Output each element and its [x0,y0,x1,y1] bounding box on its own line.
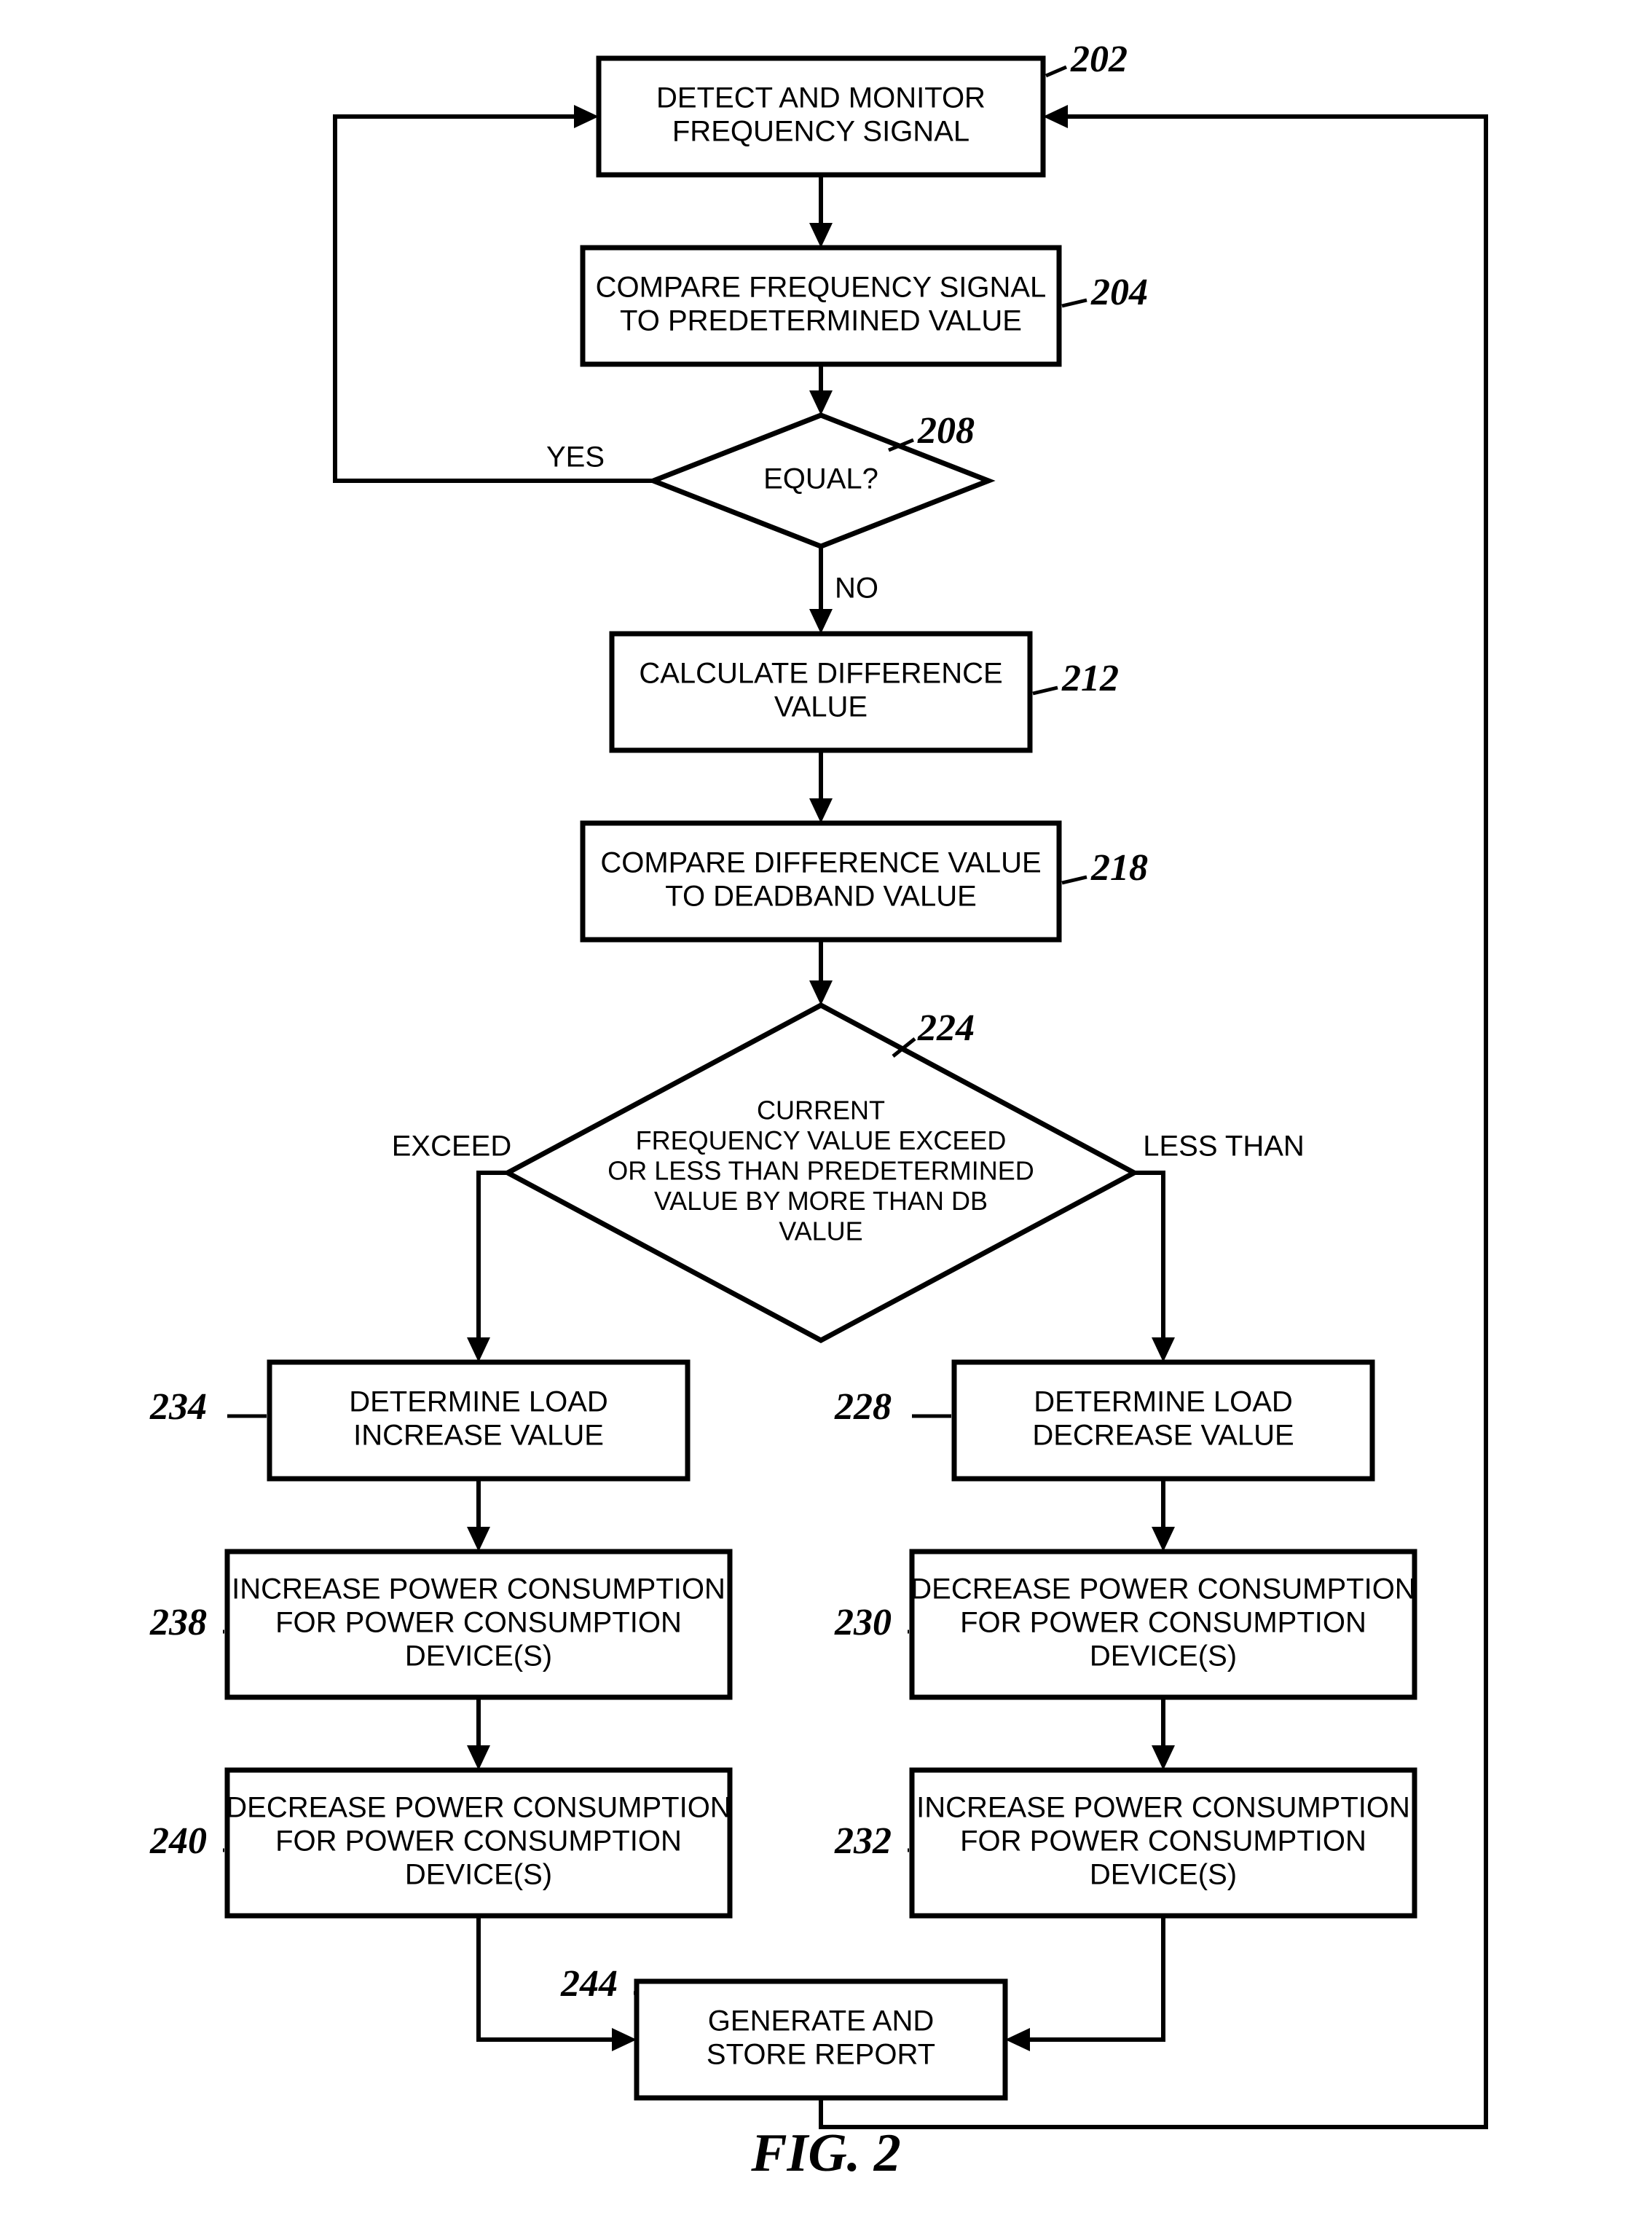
node-text-line: FOR POWER CONSUMPTION [960,1825,1366,1858]
edge-label: NO [835,573,878,605]
ref-text: 238 [149,1602,207,1643]
ref-text: 240 [149,1820,207,1862]
node-text-line: CURRENT [757,1096,885,1125]
node-text-line: VALUE [779,1216,862,1246]
node-text-line: INCREASE VALUE [353,1420,604,1452]
ref-text: 218 [1090,847,1148,889]
node-text-line: FREQUENCY SIGNAL [672,116,969,148]
edge-label: YES [546,441,605,473]
ref-text: 232 [834,1820,892,1862]
node-text-line: DETERMINE LOAD [1034,1386,1293,1418]
node-text-line: STORE REPORT [707,2039,935,2071]
edge-label: EXCEED [392,1131,512,1163]
node-text-line: VALUE [774,691,868,723]
node-text-line: DECREASE VALUE [1032,1420,1294,1452]
flow-node: DECREASE POWER CONSUMPTIONFOR POWER CONS… [226,1770,731,1916]
ref-text: 244 [560,1963,618,2005]
ref-text: 224 [917,1007,975,1049]
node-text-line: FOR POWER CONSUMPTION [275,1825,682,1858]
ref-text: 208 [917,410,975,452]
node-text-line: VALUE BY MORE THAN DB [654,1186,988,1216]
node-text-line: DECREASE POWER CONSUMPTION [910,1573,1415,1605]
edge-label: LESS THAN [1143,1131,1305,1163]
node-text-line: OR LESS THAN PREDETERMINED [607,1156,1034,1186]
flow-node: DETECT AND MONITORFREQUENCY SIGNAL [599,58,1043,175]
node-text-line: EQUAL? [763,463,878,495]
flow-node: INCREASE POWER CONSUMPTIONFOR POWER CONS… [912,1770,1415,1916]
node-text-line: FREQUENCY VALUE EXCEED [636,1125,1007,1155]
node-text-line: FOR POWER CONSUMPTION [960,1607,1366,1639]
node-text-line: TO PREDETERMINED VALUE [620,305,1022,337]
flow-node: COMPARE DIFFERENCE VALUETO DEADBAND VALU… [583,823,1059,940]
flow-node: DETERMINE LOADDECREASE VALUE [954,1362,1372,1479]
node-text-line: FOR POWER CONSUMPTION [275,1607,682,1639]
node-text-line: INCREASE POWER CONSUMPTION [916,1792,1410,1824]
flow-node: DETERMINE LOADINCREASE VALUE [270,1362,688,1479]
node-text-line: GENERATE AND [708,2005,934,2037]
flow-node: CALCULATE DIFFERENCEVALUE [612,634,1030,750]
ref-text: 228 [834,1386,892,1428]
node-text-line: DEVICE(S) [1090,1640,1237,1672]
ref-text: 230 [834,1602,892,1643]
flow-node: INCREASE POWER CONSUMPTIONFOR POWER CONS… [227,1552,730,1697]
ref-text: 234 [149,1386,207,1428]
node-text-line: DETECT AND MONITOR [656,82,986,114]
ref-text: 212 [1061,658,1119,699]
node-text-line: CALCULATE DIFFERENCE [639,658,1002,690]
ref-text: 202 [1070,39,1128,80]
flow-node: DECREASE POWER CONSUMPTIONFOR POWER CONS… [910,1552,1415,1697]
node-text-line: INCREASE POWER CONSUMPTION [232,1573,725,1605]
node-text-line: COMPARE FREQUENCY SIGNAL [596,272,1047,304]
node-text-line: COMPARE DIFFERENCE VALUE [600,847,1041,879]
node-text-line: DEVICE(S) [405,1859,552,1891]
flow-node: COMPARE FREQUENCY SIGNALTO PREDETERMINED… [583,248,1059,364]
node-text-line: DECREASE POWER CONSUMPTION [226,1792,731,1824]
node-text-line: TO DEADBAND VALUE [665,881,977,913]
flowchart-figure: YESNOEXCEEDLESS THANDETECT AND MONITORFR… [0,0,1652,2229]
flow-node: GENERATE ANDSTORE REPORT [637,1981,1005,2098]
node-text-line: DEVICE(S) [405,1640,552,1672]
figure-label: FIG. 2 [750,2123,901,2183]
node-text-line: DEVICE(S) [1090,1859,1237,1891]
node-text-line: DETERMINE LOAD [349,1386,608,1418]
ref-text: 204 [1090,272,1148,313]
